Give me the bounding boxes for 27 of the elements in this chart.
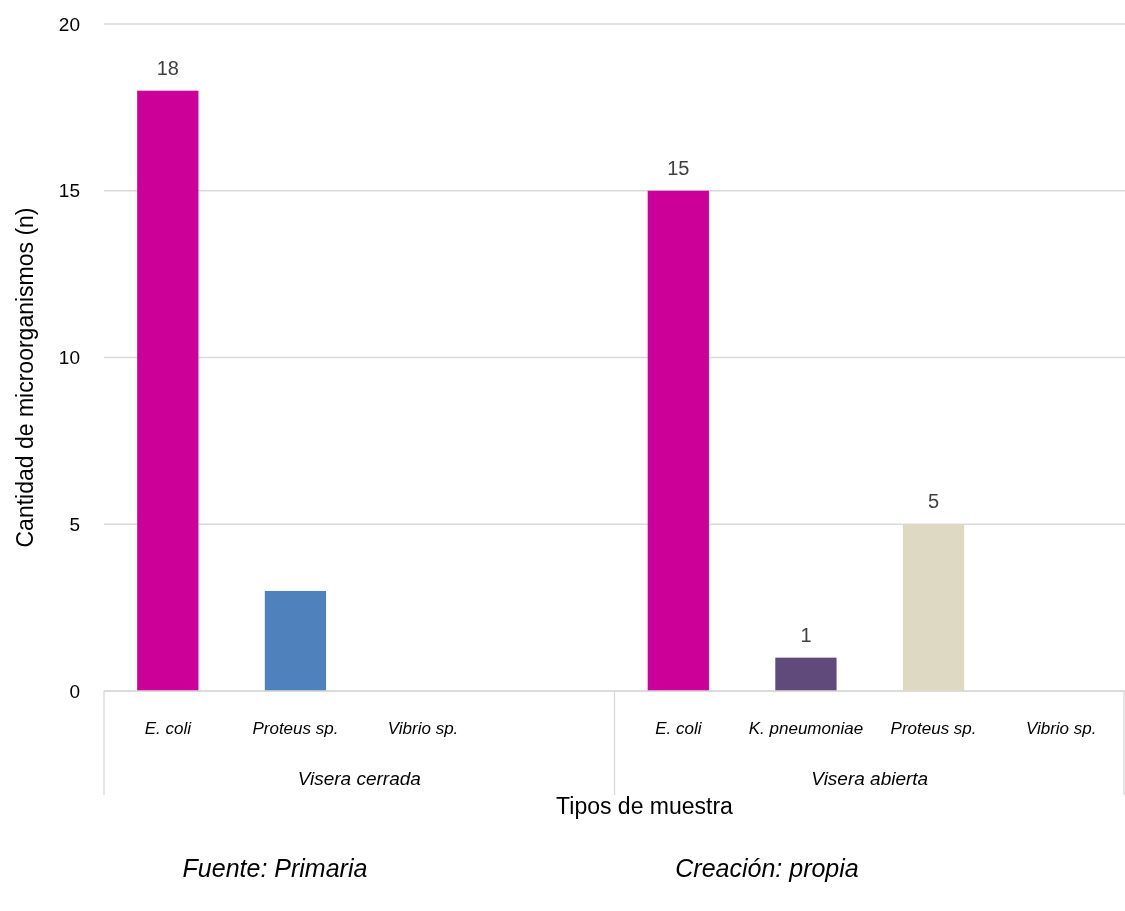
bar <box>137 90 199 691</box>
y-tick-label: 5 <box>69 513 80 535</box>
text: Visera abierta <box>811 768 929 789</box>
text: Creación: propia <box>675 854 859 882</box>
y-tick-label: 0 <box>69 680 80 702</box>
bar <box>902 524 965 691</box>
x-tick-label: K. pneumoniae <box>748 719 864 738</box>
x-tick-label: E. coli <box>655 719 703 738</box>
x-tick-label: Vibrio sp. <box>387 719 459 738</box>
bar <box>264 590 327 691</box>
text: Visera cerrada <box>297 768 421 789</box>
y-tick-label: 15 <box>58 180 80 202</box>
data-label: 18 <box>156 56 179 79</box>
data-label: 1 <box>800 623 812 646</box>
source-note: Fuente: Primaria <box>182 854 368 882</box>
bar <box>647 190 709 691</box>
x-axis-title: Tipos de muestra <box>556 793 734 819</box>
y-axis-title: Cantidad de microorganismos (n) <box>12 207 38 548</box>
x-tick-label: E. coli <box>144 719 193 738</box>
x-tick-label: Proteus sp. <box>890 719 977 738</box>
bar <box>775 657 837 691</box>
data-label: 5 <box>928 490 940 513</box>
y-tick-label: 10 <box>58 347 80 369</box>
y-tick-label: 20 <box>58 13 80 35</box>
x-tick-label: Vibrio sp. <box>1025 719 1097 738</box>
data-label: 15 <box>667 156 690 179</box>
x-tick-label: Proteus sp. <box>252 719 339 738</box>
